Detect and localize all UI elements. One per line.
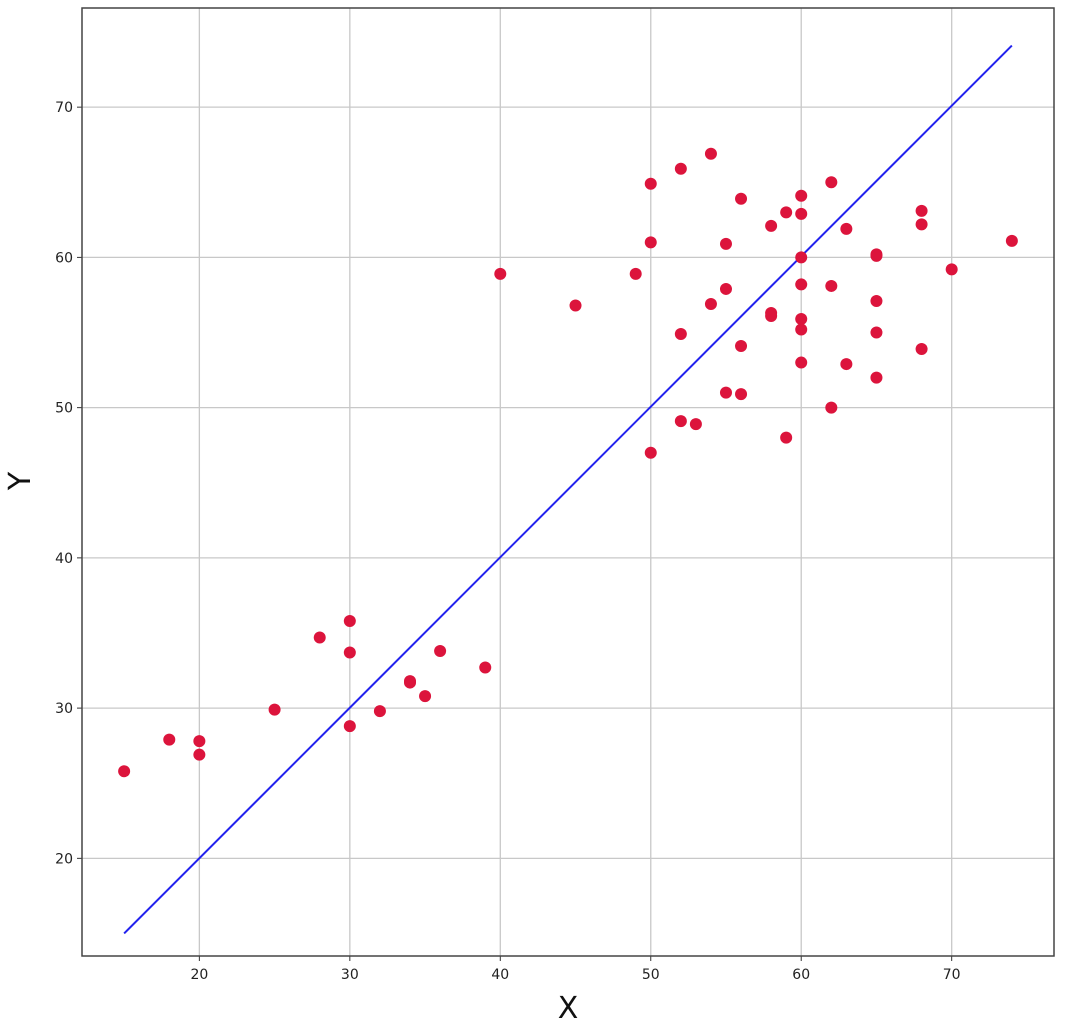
x-tick-label: 70 [943,967,961,983]
data-point [343,614,356,627]
data-point [915,204,928,217]
data-point [825,401,838,414]
data-point [795,207,808,220]
data-point [735,388,748,401]
data-point [704,297,717,310]
data-point [840,222,853,235]
y-tick-label: 30 [55,701,73,717]
data-point [494,267,507,280]
y-tick-label: 20 [55,851,73,867]
data-point [193,735,206,748]
data-point [870,294,883,307]
data-point [689,418,702,431]
data-point [434,645,447,658]
data-point [795,278,808,291]
data-point [719,282,732,295]
data-point [268,703,281,716]
data-point [870,326,883,339]
data-point [735,192,748,205]
data-point [343,646,356,659]
data-point [840,358,853,371]
data-point [870,249,883,262]
y-axis-label: Y [3,471,38,491]
data-point [644,446,657,459]
x-tick-label: 30 [341,967,359,983]
data-point [674,328,687,341]
data-point [735,340,748,353]
data-point [674,415,687,428]
x-tick-label: 40 [491,967,509,983]
data-point [193,748,206,761]
data-point [419,690,432,703]
fit-line [123,44,1013,935]
data-point [629,267,642,280]
data-point [795,356,808,369]
data-point [313,631,326,644]
data-point [719,386,732,399]
x-axis-label: X [558,991,579,1026]
y-tick-label: 40 [55,551,73,567]
data-point [825,279,838,292]
axis-ticks: 20 30 40 50 60 70 20 30 40 50 60 70 [55,100,960,983]
data-point [569,299,582,312]
x-tick-label: 20 [190,967,208,983]
data-point [719,237,732,250]
y-tick-label: 60 [55,250,73,266]
data-point [343,720,356,733]
data-point [644,177,657,190]
data-point [1005,234,1018,247]
data-point [795,189,808,202]
x-tick-label: 60 [792,967,810,983]
x-tick-label: 50 [642,967,660,983]
data-point [825,176,838,189]
data-point [404,676,417,689]
data-point [163,733,176,746]
y-tick-label: 50 [55,401,73,417]
data-point [780,431,793,444]
data-point [795,312,808,325]
data-point [870,371,883,384]
data-point [765,309,778,322]
data-point [765,219,778,232]
data-point [945,263,958,276]
data-point [373,705,386,718]
data-point [915,343,928,356]
data-point [795,251,808,264]
data-point [780,206,793,219]
data-point [915,218,928,231]
y-tick-label: 70 [55,100,73,116]
data-point [479,661,492,674]
grid-lines [82,8,1054,956]
data-point [118,765,131,778]
data-point [704,147,717,160]
data-point [644,236,657,249]
plot-marks [118,44,1018,935]
plot-frame [81,7,1055,957]
data-point [795,323,808,336]
data-point [674,162,687,175]
